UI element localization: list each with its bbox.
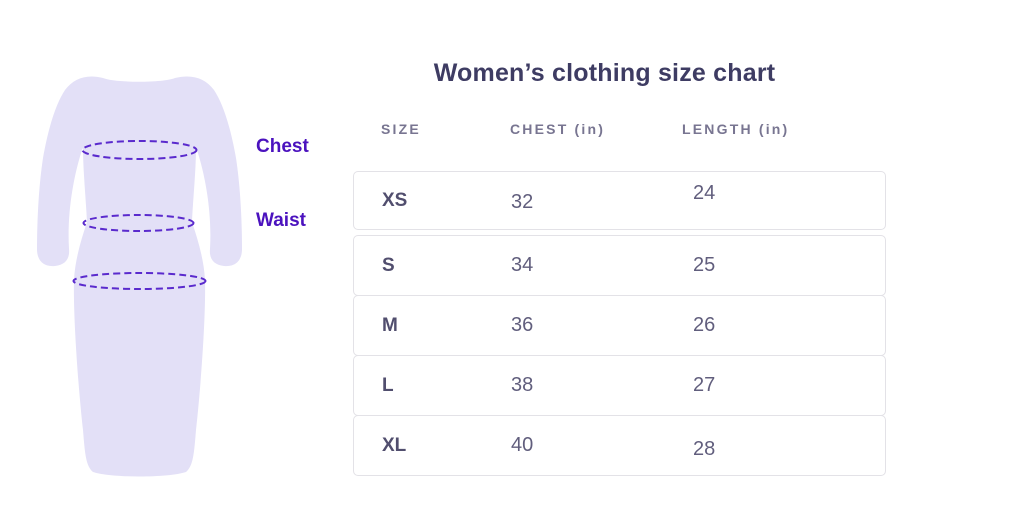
table-row-xs: XS 32 24 [353, 171, 886, 230]
size-cell: L [382, 374, 394, 396]
length-cell: 27 [693, 374, 716, 396]
dress-illustration [37, 76, 242, 477]
size-cell: S [382, 254, 395, 276]
waist-measurement-line-icon [82, 214, 195, 232]
column-header-length: LENGTH (in) [682, 121, 790, 137]
column-header-size: SIZE [381, 121, 421, 137]
length-cell: 24 [693, 182, 716, 204]
dress-silhouette-icon [37, 76, 242, 477]
table-row-s: S 34 25 [353, 235, 886, 296]
length-cell: 28 [693, 438, 716, 460]
chest-cell: 40 [511, 434, 534, 456]
table-row-l: L 38 27 [353, 355, 886, 416]
chest-cell: 36 [511, 314, 534, 336]
chest-measurement-line-icon [81, 140, 198, 160]
length-cell: 26 [693, 314, 716, 336]
table-row-xl: XL 40 28 [353, 415, 886, 476]
size-cell: M [382, 314, 398, 336]
chest-cell: 34 [511, 254, 534, 276]
page-title: Women’s clothing size chart [433, 59, 776, 87]
table-header-row: SIZE CHEST (in) LENGTH (in) [353, 121, 886, 137]
column-header-chest: CHEST (in) [510, 121, 606, 137]
chest-label: Chest [256, 136, 309, 157]
size-table: XS 32 24 S 34 25 M 36 26 L 38 27 XL 40 2… [353, 171, 886, 476]
hip-measurement-line-icon [72, 272, 207, 290]
chest-cell: 38 [511, 374, 534, 396]
waist-label: Waist [256, 210, 306, 231]
table-row-m: M 36 26 [353, 295, 886, 356]
length-cell: 25 [693, 254, 716, 276]
size-cell: XL [382, 434, 407, 456]
chest-cell: 32 [511, 191, 534, 213]
size-cell: XS [382, 189, 408, 211]
